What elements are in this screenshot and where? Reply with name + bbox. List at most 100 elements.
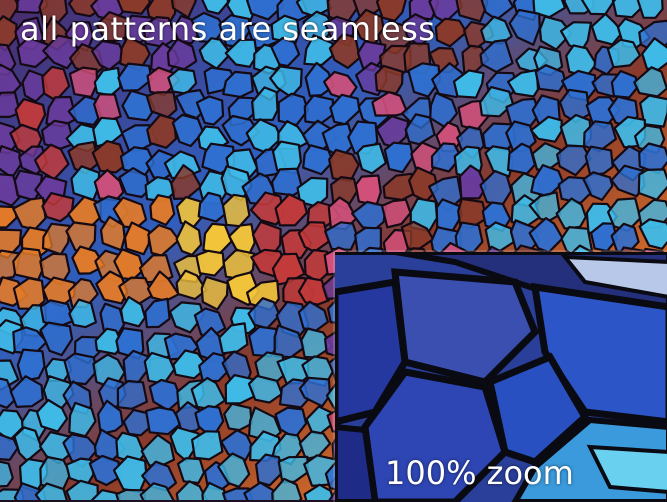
glass-cell [455,0,489,23]
glass-cell [16,348,46,382]
glass-cell [16,36,49,69]
glass-cell [324,221,359,251]
glass-cell [146,113,177,149]
glass-cell [88,454,122,487]
glass-cell [303,483,335,500]
glass-cell [171,113,205,148]
glass-cell [484,145,515,178]
glass-cell [224,374,256,405]
glass-cell [277,455,309,484]
glass-cell [96,399,124,436]
glass-cell [434,17,468,48]
glass-cell [197,191,227,223]
glass-cell [139,482,175,500]
glass-cell [145,406,183,436]
glass-cell [639,94,667,128]
glass-cell [383,141,415,174]
glass-cell [175,220,203,256]
glass-cell [430,142,462,173]
glass-cell [297,276,330,306]
glass-cell [452,69,485,99]
glass-cell [270,36,301,68]
glass-cell [63,352,98,386]
glass-cell [371,90,409,117]
zoomed-glass-detail [335,252,667,502]
glass-cell [0,377,16,409]
glass-cell [172,349,209,380]
glass-cell [249,191,285,226]
glass-cell [119,295,147,328]
glass-cell [67,95,102,127]
glass-cell [34,482,68,500]
glass-cell [65,479,99,500]
glass-cell [176,457,206,485]
glass-cell [298,376,332,408]
glass-cell [92,92,122,122]
glass-cell [116,379,148,410]
glass-cell [35,398,69,433]
glass-cell [534,64,567,93]
glass-cell [118,167,151,199]
glass-cell [508,8,541,46]
glass-cell [0,433,19,461]
glass-cell [610,69,640,99]
glass-cell [271,477,303,500]
glass-cell [144,297,171,329]
glass-cell [247,374,283,404]
glass-cell [636,0,664,19]
glass-cell [223,402,253,432]
glass-cell [584,145,614,177]
glass-cell [582,171,614,201]
glass-cell [606,38,642,69]
glass-cell [217,452,251,488]
glass-cell [0,460,14,488]
title-caption: all patterns are seamless [20,10,436,48]
glass-cell [538,15,573,51]
glass-cell [116,0,151,15]
zoom-caption: 100% zoom [385,454,574,492]
glass-cell [191,430,224,461]
glass-cell [380,198,412,229]
glass-cell [328,32,361,70]
glass-cell [91,140,129,174]
glass-cell [610,164,646,198]
glass-cell [94,327,125,356]
glass-cell [175,269,208,301]
glass-cell [255,453,284,487]
glass-cell [117,62,153,92]
glass-cell [195,249,225,277]
glass-cell [195,95,225,126]
glass-cell [68,66,99,99]
glass-cell [251,86,279,122]
glass-cell [95,270,129,305]
glass-cell [224,38,258,68]
glass-cell [203,66,236,95]
glass-cell [302,10,336,41]
glass-cell [149,194,176,226]
glass-cell [555,197,587,230]
glass-cell [354,174,382,207]
glass-cell [375,0,407,22]
glass-cell [248,325,278,358]
glass-cell [175,480,208,500]
glass-cell [245,0,285,21]
glass-cell [479,85,515,118]
glass-cell [274,193,308,227]
glass-cell [529,115,563,143]
glass-cell [356,142,387,175]
glass-cell [9,375,44,408]
glass-cell [198,352,230,383]
glass-cell [458,164,488,200]
zoom-inset: 100% zoom [333,250,667,502]
glass-cell [123,221,151,256]
glass-cell [68,298,98,329]
glass-cell [407,62,441,98]
glass-cell [218,322,249,355]
glass-cell [303,34,334,67]
glass-cell [612,0,643,19]
glass-cell [555,144,592,177]
glass-cell [374,64,404,95]
glass-cell [39,321,74,357]
glass-cell [201,481,228,500]
glass-cell [302,144,335,176]
